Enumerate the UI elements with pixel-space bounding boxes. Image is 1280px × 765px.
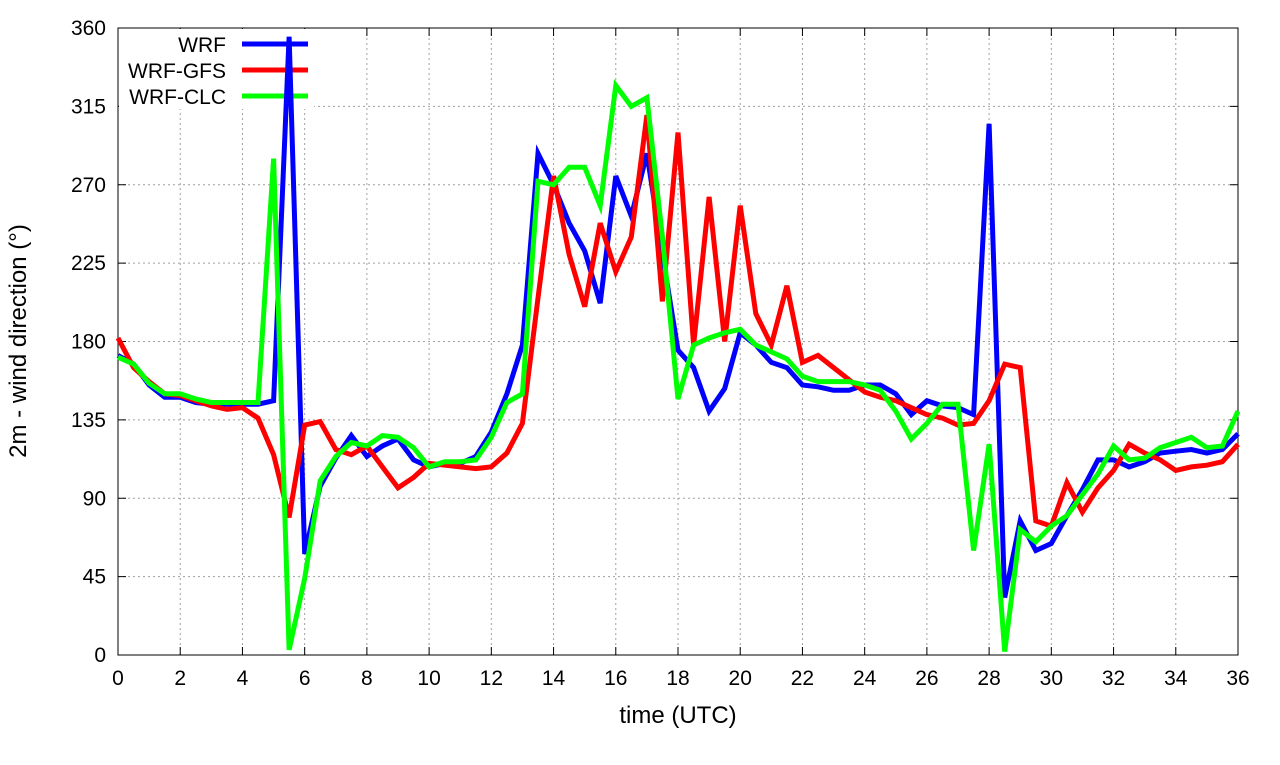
- x-tick-label: 26: [915, 667, 938, 690]
- x-tick-label: 28: [977, 667, 1000, 690]
- series-lines: [115, 36, 1241, 652]
- x-tick-label: 2: [174, 667, 186, 690]
- x-tick-label: 16: [604, 667, 627, 690]
- x-tick-label: 20: [729, 667, 752, 690]
- x-tick-label: 32: [1102, 667, 1125, 690]
- legend-label: WRF: [178, 34, 226, 57]
- y-tick-label: 45: [83, 566, 106, 589]
- x-tick-label: 22: [791, 667, 814, 690]
- x-axis-label: time (UTC): [619, 702, 736, 729]
- x-tick-label: 4: [237, 667, 249, 690]
- x-tick-label: 14: [542, 667, 566, 690]
- y-tick-label: 180: [71, 331, 106, 354]
- series-line-wrf-clc: [116, 79, 1241, 652]
- x-tick-label: 30: [1040, 667, 1063, 690]
- axis-ticks: 0 2 4 6 8 10 12 14 16 18 20 22 24 26 28 30 32 34 360459013…: [71, 17, 1250, 690]
- x-tick-label: 8: [361, 667, 373, 690]
- y-tick-label: 225: [71, 252, 106, 275]
- legend-label: WRF-CLC: [129, 86, 226, 109]
- x-tick-label: 12: [480, 667, 503, 690]
- x-tick-label: 24: [853, 667, 877, 690]
- y-tick-label: 0: [94, 644, 106, 667]
- y-tick-label: 270: [71, 174, 106, 197]
- x-tick-label: 36: [1226, 667, 1249, 690]
- x-tick-label: 18: [666, 667, 689, 690]
- y-axis-label: 2m - wind direction (°): [5, 224, 32, 458]
- x-tick-label: 10: [417, 667, 440, 690]
- x-tick-label: 34: [1164, 667, 1188, 690]
- series-line-wrf: [116, 36, 1240, 598]
- legend: WRF WRF-GFS WRF-CLC: [119, 29, 314, 109]
- x-tick-label: 0: [112, 667, 124, 690]
- y-tick-label: 360: [71, 17, 106, 40]
- y-tick-label: 315: [71, 95, 106, 118]
- y-tick-label: 90: [83, 487, 106, 510]
- legend-label: WRF-GFS: [128, 60, 226, 83]
- x-tick-label: 6: [299, 667, 311, 690]
- y-tick-label: 135: [71, 409, 106, 432]
